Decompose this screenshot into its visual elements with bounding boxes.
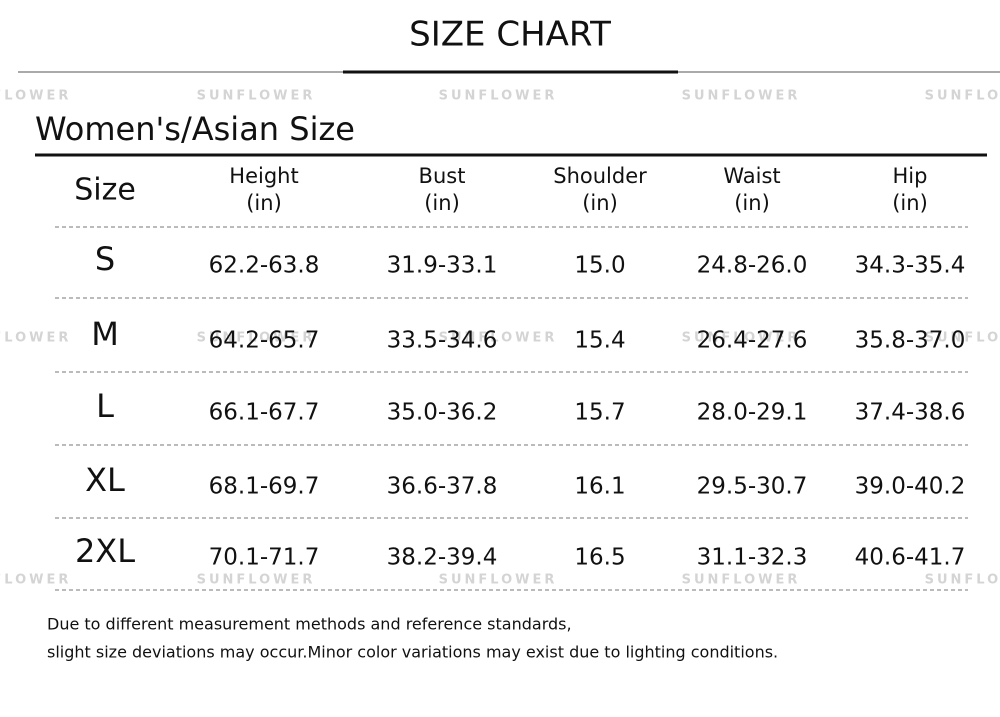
measurement-cell: 40.6-41.7 — [855, 545, 966, 571]
measurement-cell: 28.0-29.1 — [697, 400, 808, 426]
column-header: Shoulder — [553, 164, 647, 188]
measurement-cell: 68.1-69.7 — [209, 474, 320, 500]
column-unit: (in) — [246, 191, 282, 215]
measurement-cell: 16.1 — [574, 474, 625, 500]
column-unit: (in) — [734, 191, 770, 215]
measurement-cell: 35.8-37.0 — [855, 328, 966, 354]
measurement-cell: 70.1-71.7 — [209, 545, 320, 571]
measurement-cell: 26.4-27.6 — [697, 328, 808, 354]
column-header: Size — [74, 173, 136, 208]
column-unit: (in) — [582, 191, 618, 215]
watermark: SUNFLOWER — [682, 331, 801, 346]
size-table: Size Height (in) Bust (in) Shoulder (in) Waist (… — [55, 164, 968, 591]
watermark: SUNFLOWER — [197, 331, 316, 346]
measurement-cell: 15.0 — [574, 253, 625, 279]
measurement-cell: 36.6-37.8 — [387, 474, 498, 500]
watermark: SUNFLOWER — [0, 89, 71, 104]
measurement-cell: 39.0-40.2 — [855, 474, 966, 500]
column-unit: (in) — [424, 191, 460, 215]
table-subtitle: Women's/Asian Size — [35, 110, 355, 148]
watermark: SUNFLOWER — [682, 89, 801, 104]
watermark: SUNFLOWER — [682, 573, 801, 588]
watermark: SUNFLOWER — [925, 573, 1000, 588]
watermark: SUNFLOWER — [0, 573, 71, 588]
measurement-cell: 34.3-35.4 — [855, 253, 966, 279]
size-label: S — [95, 240, 115, 278]
page-title: SIZE CHART — [409, 15, 611, 55]
watermark: SUNFLOWER — [0, 331, 71, 346]
measurement-cell: 31.9-33.1 — [387, 253, 498, 279]
measurement-cell: 62.2-63.8 — [209, 253, 320, 279]
size-label: M — [91, 315, 119, 353]
measurement-cell: 16.5 — [574, 545, 625, 571]
measurement-cell: 15.4 — [574, 328, 625, 354]
measurement-cell: 38.2-39.4 — [387, 545, 498, 571]
measurement-cell: 33.5-34.6 — [387, 328, 498, 354]
note-line: slight size deviations may occur.Minor c… — [47, 643, 778, 662]
size-label: L — [96, 387, 114, 425]
watermark: SUNFLOWER — [439, 573, 558, 588]
column-header: Height — [229, 164, 298, 188]
watermark: SUNFLOWER — [439, 89, 558, 104]
size-label: 2XL — [75, 532, 135, 570]
watermarks: SUNFLOWER SUNFLOWER SUNFLOWER SUNFLOWER SUNF… — [0, 89, 1000, 588]
measurement-cell: 64.2-65.7 — [209, 328, 320, 354]
watermark: SUNFLOWER — [197, 89, 316, 104]
measurement-cell: 31.1-32.3 — [697, 545, 808, 571]
column-header: Hip — [893, 164, 928, 188]
column-unit: (in) — [892, 191, 928, 215]
measurement-cell: 15.7 — [574, 400, 625, 426]
watermark: SUNFLOWER — [925, 89, 1000, 104]
column-header: Waist — [723, 164, 780, 188]
measurement-cell: 24.8-26.0 — [697, 253, 808, 279]
watermark: SUNFLOWER — [439, 331, 558, 346]
watermark: SUNFLOWER — [925, 331, 1000, 346]
note-line: Due to different measurement methods and… — [47, 615, 572, 634]
column-header: Bust — [419, 164, 466, 188]
size-label: XL — [85, 461, 125, 499]
watermark: SUNFLOWER — [197, 573, 316, 588]
measurement-cell: 37.4-38.6 — [855, 400, 966, 426]
measurement-cell: 29.5-30.7 — [697, 474, 808, 500]
measurement-cell: 66.1-67.7 — [209, 400, 320, 426]
measurement-cell: 35.0-36.2 — [387, 400, 498, 426]
